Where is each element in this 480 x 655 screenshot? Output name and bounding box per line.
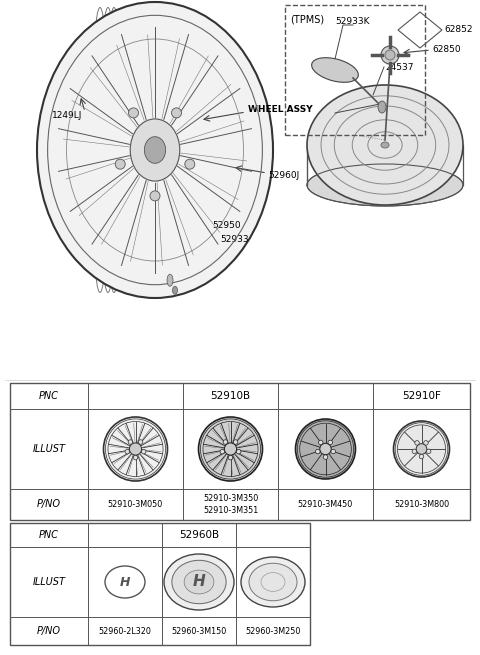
Ellipse shape	[297, 421, 354, 477]
Ellipse shape	[144, 137, 166, 163]
Text: WHEEL ASSY: WHEEL ASSY	[248, 105, 312, 115]
Ellipse shape	[378, 101, 386, 113]
Ellipse shape	[133, 455, 138, 460]
Ellipse shape	[185, 159, 195, 169]
Text: 52910F: 52910F	[402, 391, 441, 401]
Ellipse shape	[164, 554, 234, 610]
Text: 52960J: 52960J	[268, 170, 299, 179]
Ellipse shape	[128, 440, 132, 444]
Text: H: H	[120, 576, 130, 588]
Ellipse shape	[150, 191, 160, 201]
Text: ILLUST: ILLUST	[33, 577, 65, 587]
Ellipse shape	[228, 455, 233, 460]
Ellipse shape	[171, 108, 181, 118]
Ellipse shape	[237, 449, 241, 454]
Ellipse shape	[319, 440, 323, 445]
Ellipse shape	[220, 449, 225, 454]
Ellipse shape	[184, 570, 214, 594]
Ellipse shape	[233, 440, 238, 444]
Text: 52910-3M050: 52910-3M050	[108, 500, 163, 509]
Ellipse shape	[37, 2, 273, 298]
Text: 52910-3M350
52910-3M351: 52910-3M350 52910-3M351	[203, 494, 258, 515]
Text: 52910B: 52910B	[210, 391, 251, 401]
Ellipse shape	[201, 419, 261, 479]
Ellipse shape	[395, 422, 448, 476]
Ellipse shape	[129, 108, 139, 118]
Text: P/NO: P/NO	[37, 500, 61, 510]
Text: 52960B: 52960B	[179, 530, 219, 540]
Ellipse shape	[142, 449, 146, 454]
Ellipse shape	[397, 425, 445, 473]
Ellipse shape	[315, 449, 320, 454]
Ellipse shape	[167, 274, 173, 286]
Ellipse shape	[104, 417, 168, 481]
Text: 52950: 52950	[212, 221, 240, 229]
Text: 62850: 62850	[432, 45, 461, 54]
Ellipse shape	[323, 455, 328, 459]
Ellipse shape	[412, 449, 417, 453]
Bar	[10, 523, 310, 645]
Ellipse shape	[199, 417, 263, 481]
Ellipse shape	[300, 423, 351, 475]
Ellipse shape	[328, 440, 333, 445]
Ellipse shape	[320, 443, 331, 455]
Text: P/NO: P/NO	[37, 626, 61, 636]
Ellipse shape	[249, 563, 297, 601]
Text: ILLUST: ILLUST	[33, 444, 65, 454]
Text: H: H	[192, 574, 205, 590]
Text: 52960-2L320: 52960-2L320	[98, 626, 151, 635]
Text: (TPMS): (TPMS)	[290, 15, 324, 25]
Ellipse shape	[130, 119, 180, 181]
Text: 52910-3M450: 52910-3M450	[298, 500, 353, 509]
Text: PNC: PNC	[39, 391, 59, 401]
Ellipse shape	[424, 441, 428, 445]
Ellipse shape	[307, 85, 463, 205]
Ellipse shape	[416, 443, 427, 455]
Text: 52910-3M800: 52910-3M800	[394, 500, 449, 509]
Bar	[10, 383, 470, 520]
Ellipse shape	[307, 164, 463, 206]
Text: 52933: 52933	[220, 236, 249, 244]
Ellipse shape	[172, 560, 226, 604]
Ellipse shape	[130, 443, 142, 455]
Text: 52934: 52934	[316, 114, 344, 123]
Ellipse shape	[419, 455, 424, 458]
Ellipse shape	[241, 557, 305, 607]
Ellipse shape	[223, 440, 228, 444]
Text: 52933K: 52933K	[336, 17, 370, 26]
Ellipse shape	[115, 159, 125, 169]
Ellipse shape	[385, 50, 395, 60]
Ellipse shape	[125, 449, 130, 454]
Ellipse shape	[108, 421, 163, 477]
Ellipse shape	[138, 440, 143, 444]
Ellipse shape	[394, 421, 449, 477]
Text: PNC: PNC	[39, 530, 59, 540]
Ellipse shape	[381, 142, 389, 148]
Ellipse shape	[331, 449, 336, 454]
Ellipse shape	[381, 46, 399, 64]
Ellipse shape	[106, 419, 166, 479]
Ellipse shape	[415, 441, 420, 445]
Text: 24537: 24537	[385, 62, 413, 71]
Text: 52960-3M250: 52960-3M250	[245, 626, 300, 635]
Text: 1249LJ: 1249LJ	[52, 111, 83, 119]
Bar	[285, 5, 425, 135]
Ellipse shape	[172, 286, 178, 294]
Ellipse shape	[296, 419, 356, 479]
Text: 52960-3M150: 52960-3M150	[171, 626, 227, 635]
Ellipse shape	[312, 58, 359, 83]
Ellipse shape	[225, 443, 237, 455]
Ellipse shape	[203, 421, 258, 477]
Text: 62852: 62852	[444, 26, 472, 35]
Ellipse shape	[426, 449, 431, 453]
